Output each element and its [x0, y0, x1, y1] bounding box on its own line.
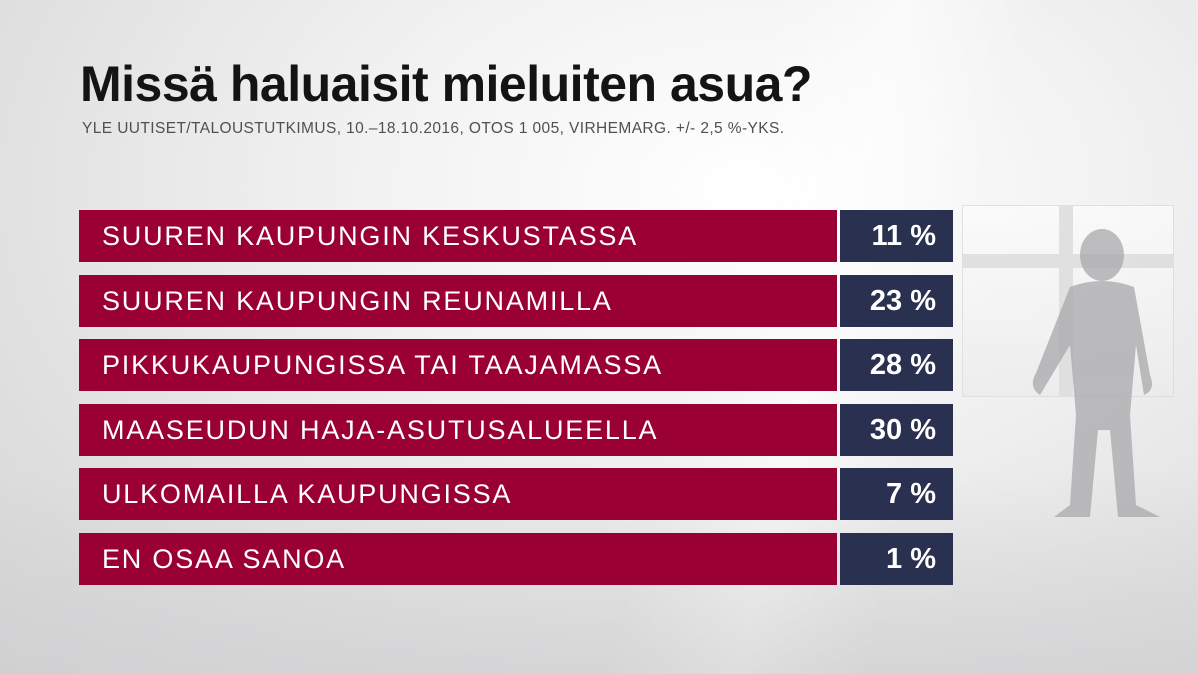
- bar-chart: SUUREN KAUPUNGIN KESKUSTASSA 11 % SUUREN K…: [79, 210, 953, 597]
- person-silhouette-icon: [1032, 229, 1160, 517]
- data-value-label: 28 %: [840, 339, 953, 391]
- category-label: ULKOMAILLA KAUPUNGISSA: [79, 468, 837, 520]
- category-label: MAASEUDUN HAJA-ASUTUSALUEELLA: [79, 403, 837, 456]
- chart-title: Missä haluaisit mieluiten asua?: [80, 56, 812, 112]
- chart-subtitle: YLE UUTISET/TALOUSTUTKIMUS, 10.–18.10.20…: [82, 120, 785, 137]
- window-mullion-vertical: [1059, 206, 1073, 396]
- chart-row: EN OSAA SANOA 1 %: [79, 532, 953, 585]
- chart-row: ULKOMAILLA KAUPUNGISSA 7 %: [79, 468, 953, 520]
- category-label: EN OSAA SANOA: [79, 532, 837, 585]
- data-value-label: 23 %: [840, 274, 953, 327]
- chart-row: SUUREN KAUPUNGIN REUNAMILLA 23 %: [79, 274, 953, 327]
- background-window: [962, 205, 1174, 397]
- data-value-label: 1 %: [840, 532, 953, 585]
- chart-row: MAASEUDUN HAJA-ASUTUSALUEELLA 30 %: [79, 403, 953, 456]
- category-label: SUUREN KAUPUNGIN KESKUSTASSA: [79, 210, 837, 262]
- chart-row: SUUREN KAUPUNGIN KESKUSTASSA 11 %: [79, 210, 953, 262]
- chart-row: PIKKUKAUPUNGISSA TAI TAAJAMASSA 28 %: [79, 339, 953, 391]
- data-value-label: 30 %: [840, 403, 953, 456]
- window-mullion-horizontal: [963, 254, 1173, 268]
- data-value-label: 11 %: [840, 210, 953, 262]
- category-label: PIKKUKAUPUNGISSA TAI TAAJAMASSA: [79, 339, 837, 391]
- category-label: SUUREN KAUPUNGIN REUNAMILLA: [79, 274, 837, 327]
- data-value-label: 7 %: [840, 468, 953, 520]
